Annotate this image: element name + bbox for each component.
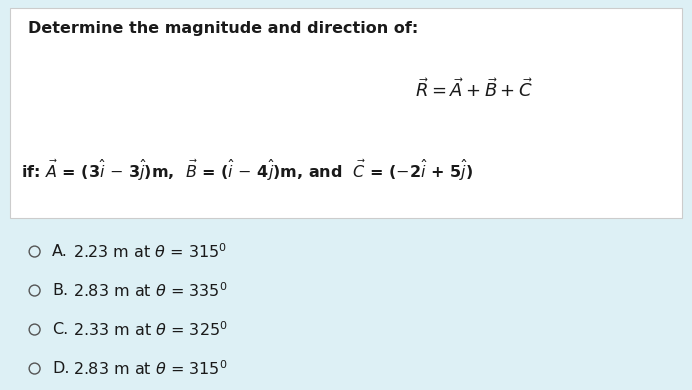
Text: 2.33 m at $\theta$ = 325$^0$: 2.33 m at $\theta$ = 325$^0$ <box>73 320 228 339</box>
Text: 2.83 m at $\theta$ = 315$^0$: 2.83 m at $\theta$ = 315$^0$ <box>73 359 227 378</box>
Text: A.: A. <box>52 244 68 259</box>
Text: B.: B. <box>52 283 68 298</box>
FancyBboxPatch shape <box>10 8 682 218</box>
Text: D.: D. <box>52 361 69 376</box>
Text: 2.83 m at $\theta$ = 335$^0$: 2.83 m at $\theta$ = 335$^0$ <box>73 281 227 300</box>
Text: 2.23 m at $\theta$ = 315$^0$: 2.23 m at $\theta$ = 315$^0$ <box>73 242 227 261</box>
Text: $\vec{R} = \vec{A} + \vec{B} + \vec{C}$: $\vec{R} = \vec{A} + \vec{B} + \vec{C}$ <box>415 78 533 101</box>
Text: Determine the magnitude and direction of:: Determine the magnitude and direction of… <box>28 21 418 36</box>
Text: if: $\vec{A}$ = (3$\hat{i}$ $-$ 3$\hat{j}$)m,  $\vec{B}$ = ($\hat{i}$ $-$ 4$\hat: if: $\vec{A}$ = (3$\hat{i}$ $-$ 3$\hat{j… <box>21 158 473 183</box>
Text: C.: C. <box>52 322 68 337</box>
